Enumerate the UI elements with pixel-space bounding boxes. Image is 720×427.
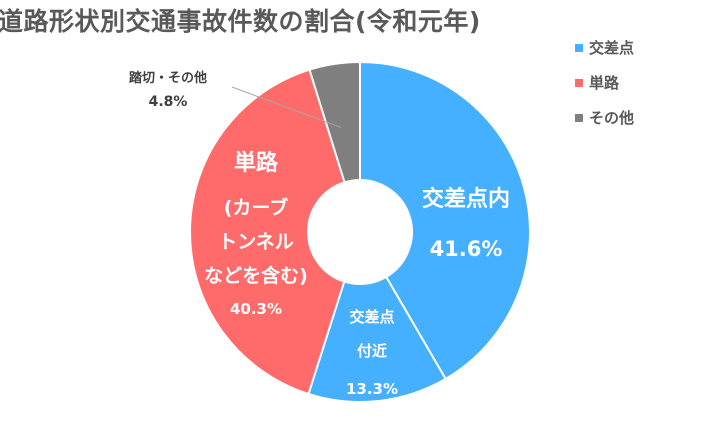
slice-label-2-line-1: 交差点 [349,308,394,326]
slice-value-2: 13.3% [346,380,398,398]
slice-label-3-line-3: トンネル [218,231,294,253]
legend-entry-1: 交差点 [575,30,634,65]
slice-label-2-line-2: 付近 [357,342,387,360]
pie-slice-3 [189,68,346,396]
pie-slice-2 [307,275,447,403]
legend-entry-2: 単路 [575,65,634,100]
leader-line [231,86,342,128]
legend-swatch [575,78,583,87]
legend-swatch [575,43,583,52]
slice-label-1-line-1: 交差点内 [422,186,510,212]
chart-title: 道路形状別交通事故件数の割合(令和元年) [0,7,481,36]
slice-value-4: 4.8% [149,94,188,110]
pie-slice-4 [308,60,361,184]
legend-label: その他 [589,109,635,127]
pie-slice-1 [359,60,531,381]
slice-label-3-line-2: (カーブ [224,196,289,219]
slice-value-1: 41.6% [430,237,503,261]
legend-label: 交差点 [589,39,635,57]
slice-label-3-line-1: 単路 [234,150,279,176]
legend: 交差点 単路 その他 [575,30,634,135]
legend-swatch [575,113,583,122]
legend-label: 単路 [589,74,620,92]
slice-label-3-line-4: などを含む) [204,264,308,287]
slice-value-3: 40.3% [230,300,282,318]
legend-entry-3: その他 [575,100,634,135]
slice-label-4-line-1: 踏切・その他 [129,70,207,86]
